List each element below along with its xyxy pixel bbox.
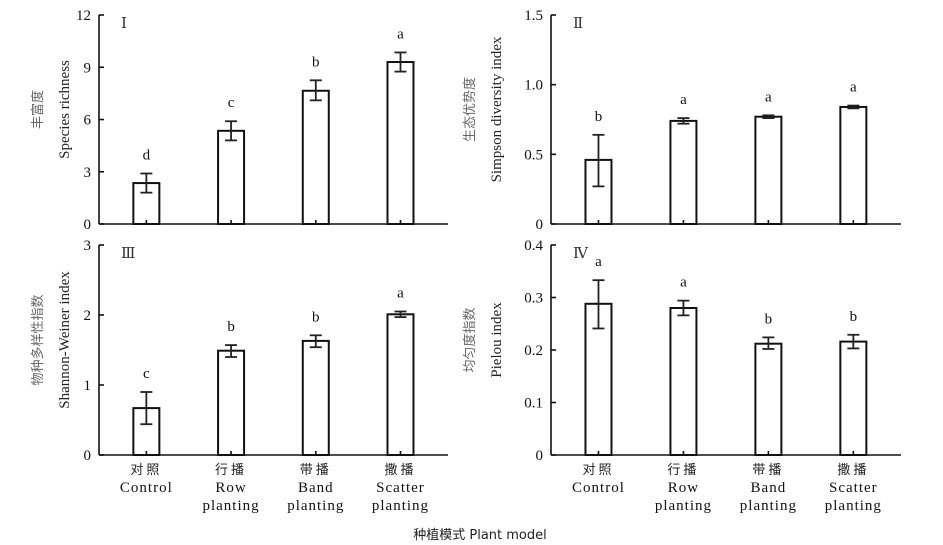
- bar: [669, 307, 698, 456]
- y-tick-label: 12: [76, 8, 91, 24]
- x-category-label-zh: 对照: [130, 463, 162, 478]
- x-category-label-line2: planting: [372, 498, 429, 514]
- y-tick-label: 9: [84, 60, 92, 76]
- bar: [839, 340, 868, 457]
- x-category-label-zh: 对照: [582, 463, 614, 478]
- panel-label: Ⅰ: [121, 16, 127, 32]
- x-category-label-zh: 行播: [215, 463, 247, 478]
- y-axis-label-zh: 生态优势度: [462, 77, 478, 142]
- panel-label: Ⅱ: [573, 16, 583, 32]
- x-category-label: Control: [572, 480, 625, 496]
- y-axis-label: Simpson diversity index: [489, 36, 505, 182]
- x-category-label-line2: planting: [202, 498, 259, 514]
- significance-label: a: [595, 254, 602, 270]
- x-axis-title: 种植模式 Plant model: [413, 528, 547, 543]
- bar: [386, 313, 415, 456]
- y-axis-label-zh: 物种多样性指数: [30, 294, 46, 385]
- x-category-label-line2: planting: [655, 498, 712, 514]
- bar: [839, 105, 868, 225]
- significance-label: c: [228, 95, 235, 111]
- significance-label: a: [850, 80, 857, 96]
- y-axis-label: Pielou index: [489, 302, 505, 378]
- significance-label: b: [227, 319, 235, 335]
- y-tick-label: 2: [84, 308, 92, 324]
- y-tick-label: 3: [84, 165, 92, 181]
- x-category-label-line2: planting: [740, 498, 797, 514]
- y-tick-label: 0: [536, 448, 544, 464]
- bar: [301, 89, 330, 225]
- y-tick-label: 0: [536, 217, 544, 233]
- bar: [217, 129, 246, 225]
- y-tick-label: 1.5: [524, 8, 543, 24]
- x-category-label-zh: 带播: [300, 463, 332, 478]
- y-axis-label: Shannon-Weiner index: [57, 271, 73, 409]
- y-tick-label: 0.3: [524, 291, 543, 307]
- panel-label: Ⅲ: [121, 246, 135, 262]
- y-tick-label: 0.2: [524, 343, 543, 359]
- x-category-label: Control: [120, 480, 173, 496]
- significance-label: b: [312, 54, 320, 70]
- y-tick-label: 3: [84, 238, 92, 254]
- y-tick-label: 0: [84, 448, 92, 464]
- x-category-label: Scatter: [376, 480, 425, 496]
- x-category-label-line2: planting: [825, 498, 882, 514]
- y-axis-label-zh: 均匀度指数: [462, 307, 478, 372]
- significance-label: a: [680, 275, 687, 291]
- y-tick-label: 1.0: [524, 78, 543, 94]
- panel-2: 0 0.5 1.0 1.5 Ⅱ 生态优势度 Simpson diversity index b…: [462, 8, 901, 233]
- significance-label: d: [143, 147, 151, 163]
- x-category-label: Band: [298, 480, 334, 496]
- y-axis-label: Species richness: [57, 60, 73, 159]
- bar: [386, 61, 415, 226]
- bar: [669, 119, 698, 225]
- bar: [754, 115, 783, 225]
- y-tick-label: 0.5: [524, 147, 543, 163]
- significance-label: b: [595, 109, 603, 125]
- y-tick-label: 6: [84, 113, 92, 129]
- y-tick-label: 0.1: [524, 396, 543, 412]
- x-category-label-zh: 撒播: [837, 462, 869, 478]
- x-category-label: Row: [668, 480, 699, 496]
- significance-label: a: [680, 92, 687, 108]
- y-tick-label: 0.4: [524, 238, 543, 254]
- significance-label: b: [850, 309, 858, 325]
- x-category-label: Band: [751, 480, 787, 496]
- bar: [301, 339, 330, 456]
- x-category-label-zh: 带播: [752, 463, 784, 478]
- significance-label: c: [143, 366, 150, 382]
- bar: [217, 349, 246, 457]
- x-category-label-zh: 撒播: [384, 462, 416, 478]
- significance-label: a: [765, 89, 772, 105]
- y-tick-label: 1: [84, 378, 92, 394]
- panel-1: 0 3 6 9 12 Ⅰ 丰富度 Species richness d c b a: [30, 8, 448, 233]
- panel-4: 0 0.1 0.2 0.3 0.4 Ⅳ 均匀度指数 Pielou index a a b b 对照 Con…: [462, 238, 901, 514]
- significance-label: b: [765, 311, 773, 327]
- significance-label: b: [312, 309, 320, 325]
- x-category-label: Scatter: [829, 480, 878, 496]
- significance-label: a: [397, 286, 404, 302]
- panel-3: 0 1 2 3 Ⅲ 物种多样性指数 Shannon-Weiner index c b b a 对照 Co…: [30, 238, 448, 514]
- x-category-label: Row: [215, 480, 246, 496]
- significance-label: a: [397, 26, 404, 42]
- bar: [754, 342, 783, 457]
- y-axis-label-zh: 丰富度: [30, 90, 46, 129]
- y-tick-label: 0: [84, 217, 92, 233]
- panel-label: Ⅳ: [573, 246, 589, 262]
- x-category-label-zh: 行播: [667, 463, 699, 478]
- x-category-label-line2: planting: [287, 498, 344, 514]
